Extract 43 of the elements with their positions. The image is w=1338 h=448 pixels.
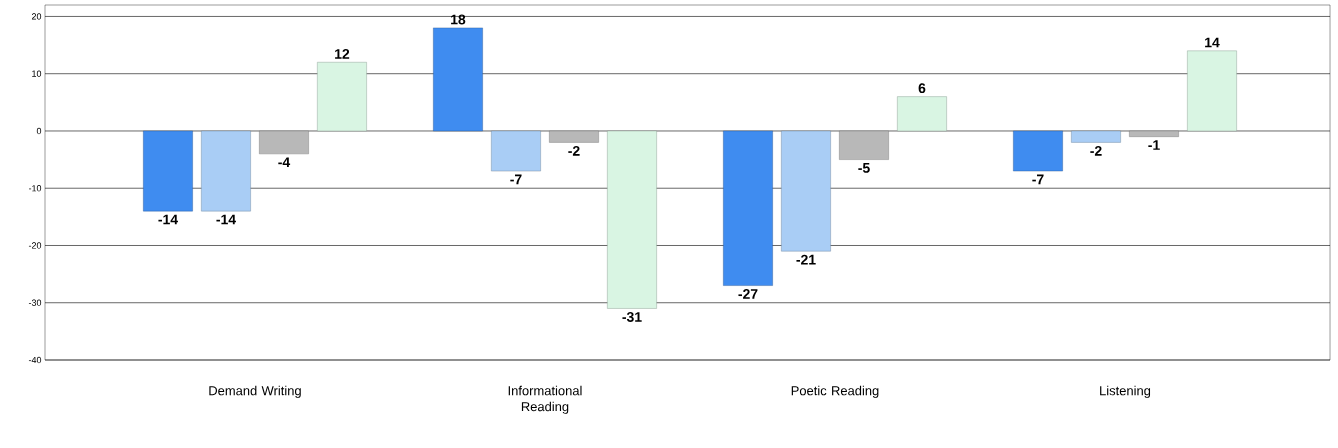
data-label: -14 — [158, 214, 178, 225]
y-tick-label: 20 — [31, 13, 42, 20]
data-label: -7 — [1032, 174, 1044, 185]
data-label: -2 — [568, 145, 580, 156]
bar — [1071, 130, 1121, 143]
data-label: -2 — [1090, 145, 1102, 156]
data-label: -1 — [1148, 140, 1160, 150]
y-tick-label: -20 — [28, 242, 42, 249]
y-tick-label: -10 — [28, 185, 42, 192]
bar — [781, 130, 831, 252]
bar — [259, 130, 309, 155]
data-label: -31 — [622, 311, 642, 322]
bar — [549, 130, 599, 143]
x-tick-label: Poetic Reading — [791, 385, 879, 398]
bar — [491, 130, 541, 172]
bar — [317, 62, 367, 132]
data-label: 6 — [918, 83, 926, 94]
bar — [607, 130, 657, 309]
bar — [1129, 130, 1179, 137]
data-label: 18 — [451, 14, 466, 25]
data-label: 14 — [1205, 37, 1220, 48]
data-label: -4 — [278, 157, 291, 167]
data-label: 12 — [335, 48, 350, 59]
bar — [1187, 50, 1237, 132]
bar — [143, 130, 193, 212]
y-tick-label: -30 — [28, 299, 42, 306]
bar — [897, 96, 947, 132]
bar — [839, 130, 889, 160]
y-tick-label: -40 — [28, 356, 42, 364]
bar — [433, 27, 483, 132]
data-label: -7 — [510, 174, 522, 185]
data-label: -21 — [796, 254, 816, 265]
x-tick-label: Listening — [1100, 385, 1151, 398]
data-label: -27 — [738, 289, 758, 299]
x-tick-label: Demand Writing — [209, 385, 301, 398]
bar — [201, 130, 251, 212]
data-label: -14 — [216, 214, 236, 225]
y-tick-label: 0 — [36, 127, 42, 135]
bar — [723, 130, 773, 286]
x-tick-label: Informational Reading — [508, 385, 582, 414]
bar — [1013, 130, 1063, 172]
data-label: -5 — [858, 163, 870, 173]
y-tick-label: 10 — [32, 70, 42, 77]
